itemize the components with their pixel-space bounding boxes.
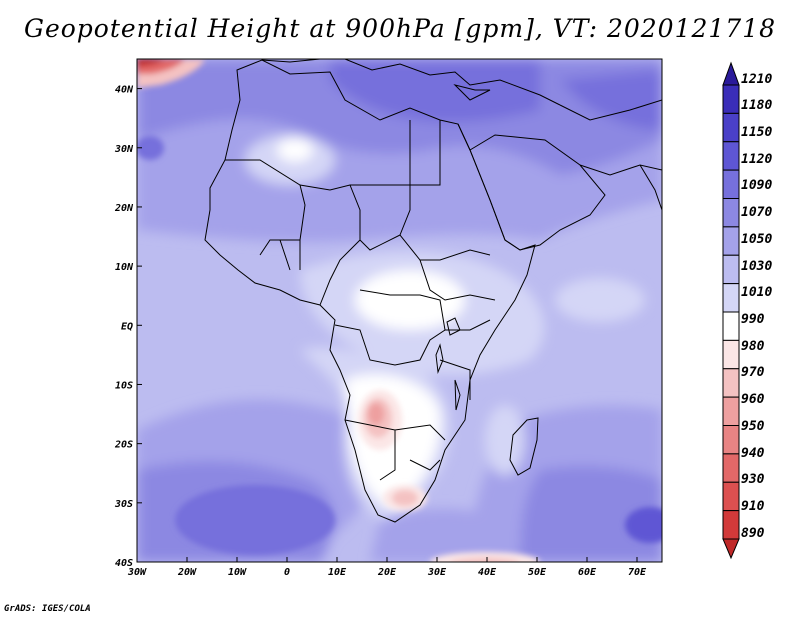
colorbar-label: 970 xyxy=(741,365,765,381)
colorbar-swatch xyxy=(722,453,740,483)
colorbar-label: 1030 xyxy=(741,258,773,274)
lon-tick-label: 40E xyxy=(478,567,497,578)
longitude-axis: 30W 20W 10W 0 10E 20E 30E 40E 50E 60E 70E xyxy=(127,557,647,578)
colorbar-swatch xyxy=(722,396,740,426)
lat-tick-label: 30N xyxy=(114,144,134,155)
colorbar-label: 960 xyxy=(741,392,765,408)
colorbar-swatch xyxy=(722,84,740,114)
lat-tick-label: 20S xyxy=(114,440,133,451)
colorbar-label: 1120 xyxy=(741,151,773,167)
lon-tick-label: 10E xyxy=(328,567,347,578)
colorbar-swatch xyxy=(722,169,740,199)
lon-tick-label: 70E xyxy=(628,567,647,578)
colorbar-label: 990 xyxy=(741,312,765,327)
colorbar-swatch xyxy=(722,368,740,398)
lon-tick-label: 30W xyxy=(127,567,147,578)
lon-tick-label: 0 xyxy=(284,567,290,578)
lon-tick-label: 60E xyxy=(578,567,597,578)
colorbar-label: 1050 xyxy=(741,231,773,247)
lon-tick-label: 30E xyxy=(427,567,447,578)
colorbar-swatch xyxy=(722,311,740,341)
colorbar-label: 1210 xyxy=(741,71,773,87)
lat-tick-label: 40S xyxy=(115,558,133,569)
colorbar-label: 1180 xyxy=(741,98,773,114)
colorbar-bottom-arrow xyxy=(722,538,740,560)
credit-text: GrADS: IGES/COLA xyxy=(4,604,91,614)
coastlines xyxy=(204,59,662,523)
colorbar-top-arrow xyxy=(722,61,740,86)
colorbar-swatch xyxy=(722,141,740,171)
colorbar-swatch xyxy=(722,283,740,313)
lon-tick-label: 20E xyxy=(377,567,397,578)
colorbar-swatch xyxy=(722,254,740,285)
height-field xyxy=(137,59,662,562)
lat-tick-label: 20N xyxy=(114,203,134,214)
colorbar-label: 1090 xyxy=(741,178,773,194)
plot-frame xyxy=(136,58,663,563)
colorbar-label: 890 xyxy=(741,525,765,541)
colorbar-label: 1010 xyxy=(741,285,773,301)
lat-tick-label: 30S xyxy=(114,499,133,510)
colorbar-label: 980 xyxy=(741,338,765,354)
colorbar-swatch xyxy=(722,510,740,540)
lon-tick-label: 50E xyxy=(528,567,547,578)
colorbar-label: 910 xyxy=(741,498,765,514)
lat-tick-label: 10N xyxy=(115,262,134,273)
colorbar-label: 950 xyxy=(741,418,765,434)
colorbar-label: 940 xyxy=(741,445,765,461)
lon-tick-label: 20W xyxy=(177,567,197,578)
colorbar-swatch xyxy=(722,226,740,256)
colorbar-label: 930 xyxy=(741,472,765,488)
colorbar-label: 1150 xyxy=(741,125,773,141)
colorbar-swatch xyxy=(722,339,740,370)
lat-tick-label: 40N xyxy=(115,85,134,96)
colorbar-swatch xyxy=(722,425,740,455)
colorbar-label: 1070 xyxy=(741,205,773,221)
chart-title: Geopotential Height at 900hPa [gpm], VT:… xyxy=(23,14,777,43)
colorbar-swatch xyxy=(722,198,740,228)
lat-tick-label: EQ xyxy=(121,321,133,332)
colorbar-swatch xyxy=(722,481,740,512)
lat-tick-label: 10S xyxy=(115,380,133,391)
lon-tick-label: 10W xyxy=(228,567,247,578)
colorbar-swatch xyxy=(722,112,740,143)
latitude-axis: 40N 30N 20N 10N EQ 10S 20S 30S 40S xyxy=(114,85,142,569)
